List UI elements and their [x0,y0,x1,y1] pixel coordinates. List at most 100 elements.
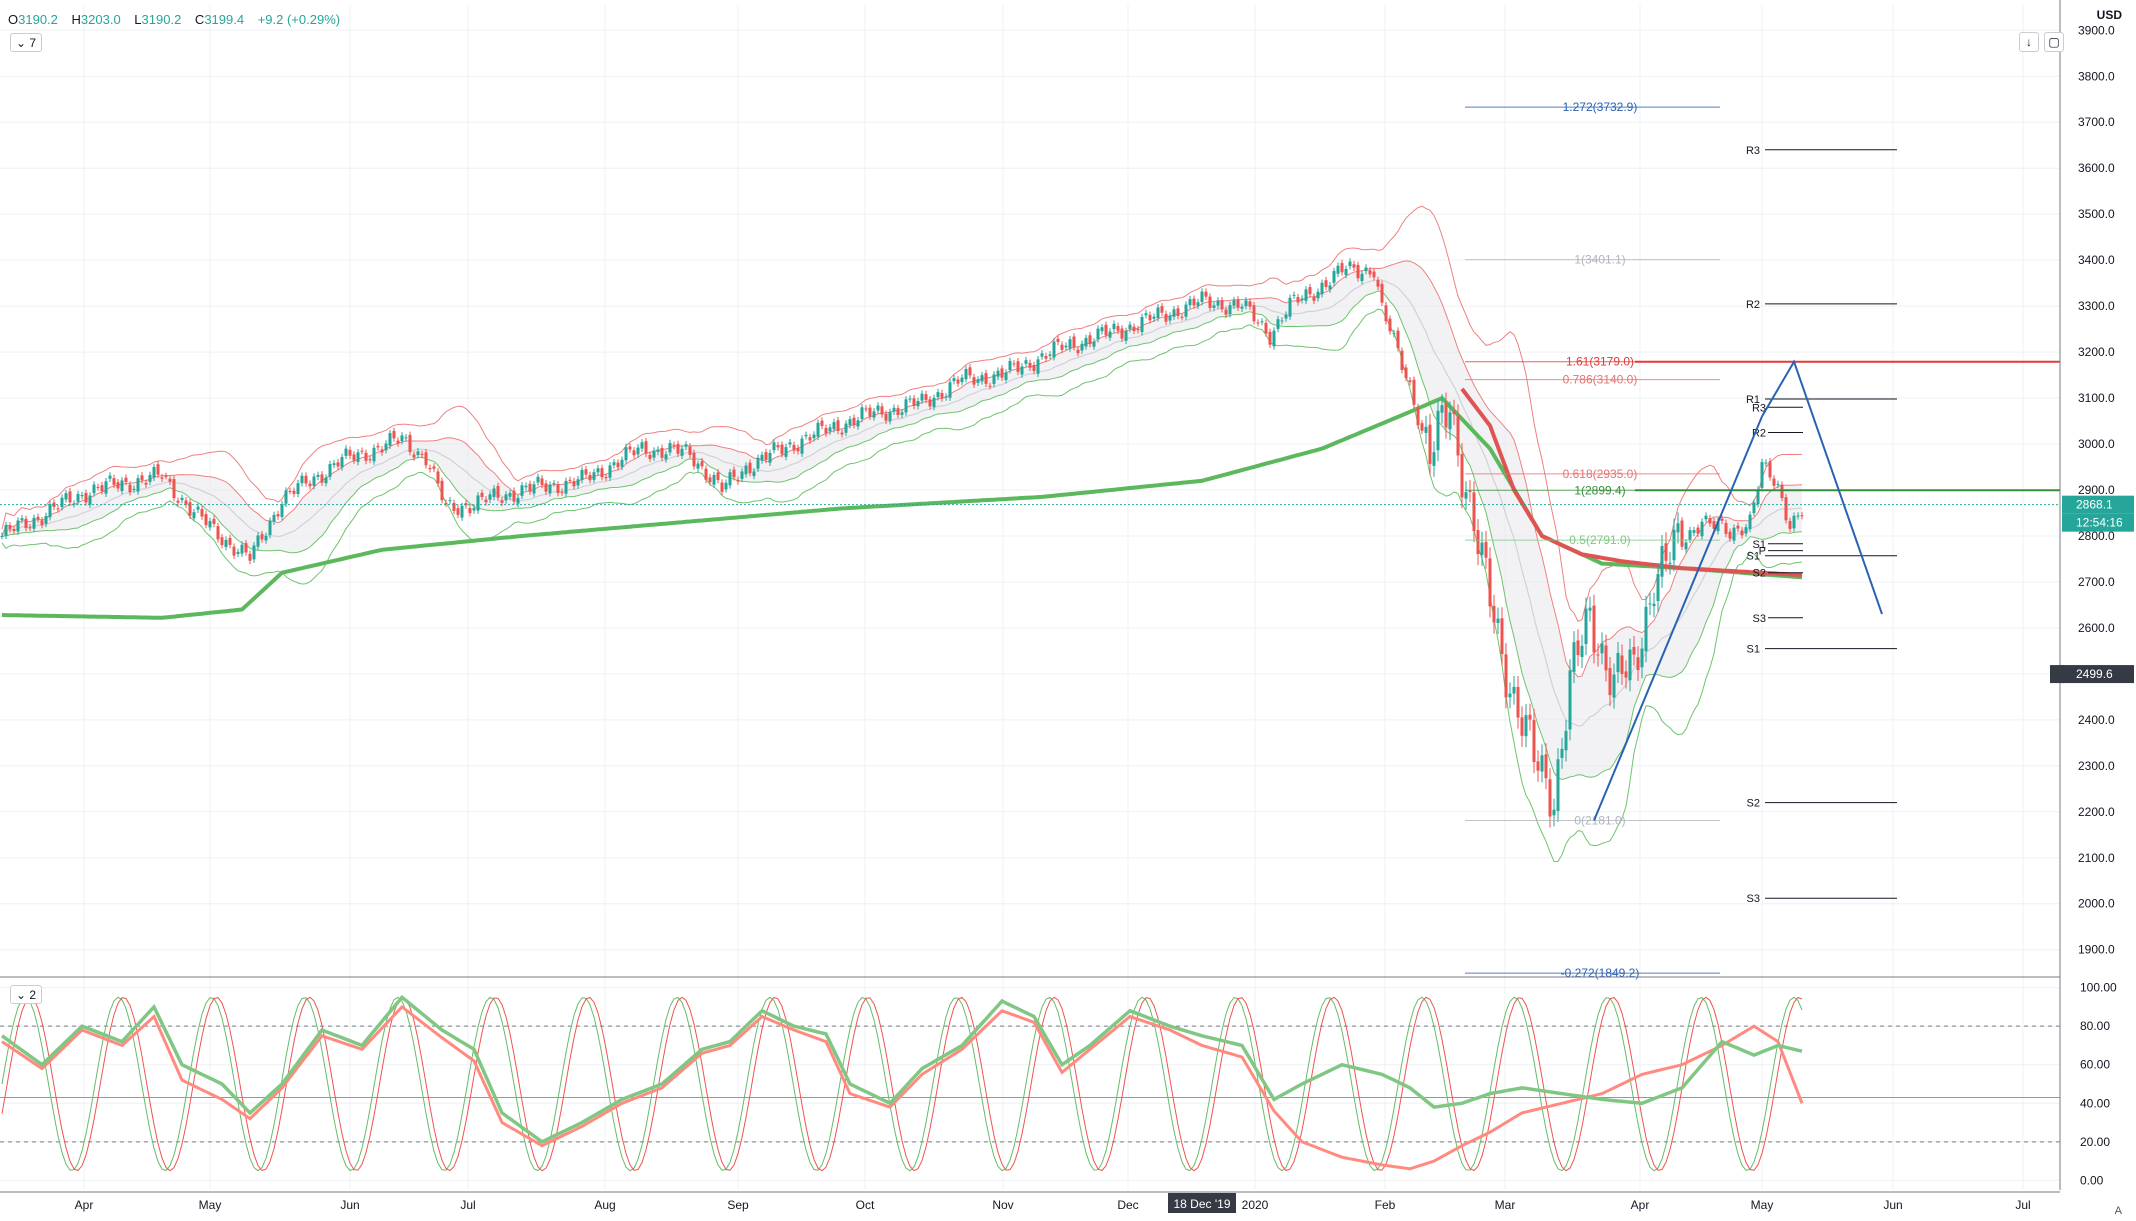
candle-body [340,457,344,468]
candle-body [684,444,688,447]
candle-body [560,491,564,493]
candle-body [836,420,840,431]
price-tick-label: 3600.0 [2078,161,2115,175]
candle-body [1752,502,1756,514]
candle-body [1288,297,1292,317]
time-tick-label: Jun [340,1198,359,1212]
pivot-label-wide: S1 [1747,644,1760,656]
time-tick-label: Dec [1117,1198,1138,1212]
candle-body [1308,287,1312,295]
candle-body [1468,490,1472,492]
candle-body [1248,301,1252,307]
candle-body [56,508,60,510]
candle-body [1520,717,1524,736]
candle-body [1312,296,1316,301]
candle-body [1320,282,1324,295]
time-tick-label: Nov [992,1198,1013,1212]
candle-body [124,477,128,482]
auto-scale-button[interactable]: A [2114,1205,2122,1217]
candle-body [744,465,748,475]
candle-body [1652,603,1656,607]
candle-body [948,382,952,398]
pivot-label-narrow: P [1759,546,1766,558]
candle-body [748,462,752,474]
candle-body [456,508,460,515]
candle-body [680,448,684,456]
pivot-label-narrow: R3 [1752,402,1766,414]
candle-body [1424,426,1428,433]
candle-body [484,499,488,503]
candle-body [928,399,932,407]
candle-body [1008,360,1012,371]
candle-body [688,446,692,455]
candle-body [772,442,776,451]
candle-body [980,375,984,382]
candle-body [492,488,496,497]
candle-body [540,478,544,485]
candle-body [732,469,736,478]
candle-body [580,469,584,481]
time-tick-label: Jul [2015,1198,2030,1212]
fullscreen-icon[interactable]: ▢ [2044,32,2064,52]
candle-body [1164,313,1168,322]
candle-body [1384,305,1388,322]
candle-body [968,367,972,376]
price-tick-label: 3300.0 [2078,299,2115,313]
candle-body [1560,748,1564,758]
sub-indicators-toggle[interactable]: ⌄ 2 [10,985,42,1004]
candle-body [1332,271,1336,283]
candle-body [604,477,608,479]
candle-body [332,463,336,465]
candle-body [1616,652,1620,673]
candle-body [208,521,212,528]
candle-body [696,463,700,469]
candle-body [616,462,620,468]
price-tick-label: 3000.0 [2078,437,2115,451]
candle-body [304,475,308,484]
price-tick-label: 3500.0 [2078,207,2115,221]
candle-body [1704,515,1708,520]
currency-label: USD [2096,8,2122,22]
candle-body [1780,484,1784,499]
candle-body [1252,305,1256,322]
pivot-label-narrow: S1 [1753,539,1766,551]
candle-body [1264,322,1268,334]
download-glyph: ↓ [2026,35,2032,49]
high-label: H [71,12,81,27]
candle-body [1712,521,1716,529]
download-icon[interactable]: ↓ [2019,32,2039,52]
bollinger-band-fill [2,260,1802,780]
candle-body [428,467,432,470]
candle-body [1168,315,1172,321]
candle-body [316,474,320,477]
candle-body [308,483,312,487]
candle-body [116,482,120,489]
candle-body [700,461,704,467]
candle-body [1588,607,1592,611]
candle-body [1596,654,1600,656]
candle-body [1052,341,1056,358]
main-indicators-toggle[interactable]: ⌄ 7 [10,33,42,52]
candle-body [896,408,900,415]
candle-body [1416,407,1420,426]
candle-body [1404,367,1408,378]
candle-body [240,544,244,554]
candle-body [1728,531,1732,539]
candle-body [832,422,836,430]
candle-body [4,525,8,536]
candle-body [1000,368,1004,378]
candle-body [1020,366,1024,375]
candle-body [1340,263,1344,273]
fib-level-label: 1(2899.4) [1574,483,1625,497]
candle-body [336,462,340,467]
time-tick-label: Mar [1495,1198,1516,1212]
candle-body [568,479,572,481]
candle-body [1432,452,1436,466]
candle-body [796,448,800,452]
candle-body [628,446,632,450]
candle-body [1148,314,1152,321]
fib-level-label: 1(3401.1) [1574,253,1625,267]
pivot-label-wide: R1 [1746,394,1760,406]
candle-body [144,482,148,485]
